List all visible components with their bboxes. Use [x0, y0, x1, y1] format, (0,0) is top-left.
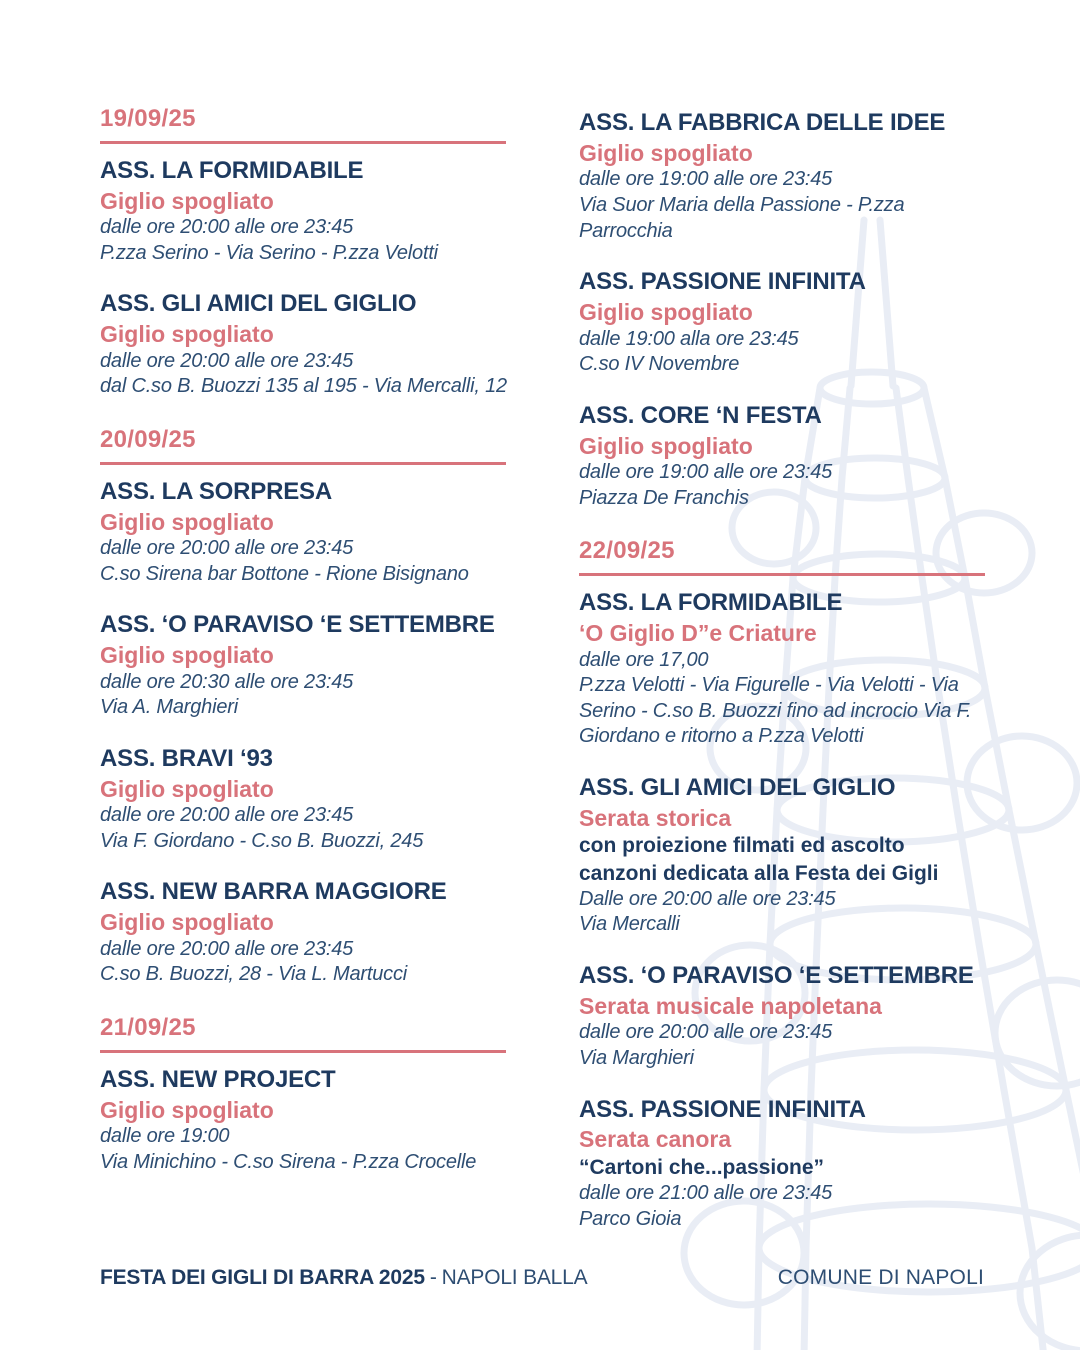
event-detail-line: Giordano e ritorno a P.zza Velotti — [579, 725, 864, 748]
event-detail-line: Via Minichino - C.so Sirena - P.zza Croc… — [100, 1150, 477, 1173]
date-underline — [100, 461, 506, 465]
event-detail-line: dalle ore 19:00 alle ore 23:45 — [579, 461, 833, 484]
festival-name: FESTA DEI GIGLI DI BARRA 2025 — [100, 1266, 425, 1289]
event-subtitle: Giglio spogliato — [579, 432, 753, 459]
event-detail-line: Via Suor Maria della Passione - P.zza — [579, 193, 905, 216]
schedule-column-2: ASS. LA FABBRICA DELLE IDEE Giglio spogli… — [579, 103, 985, 1257]
event-subtitle: Giglio spogliato — [100, 642, 274, 669]
event-title: ASS. GLI AMICI DEL GIGLIO — [100, 290, 417, 318]
event-description-line: con proiezione filmati ed ascolto — [579, 834, 905, 858]
event-title: ASS. BRAVI ‘93 — [100, 744, 273, 772]
date-underline — [579, 573, 985, 577]
event-subtitle: Giglio spogliato — [579, 298, 753, 325]
event-block: ASS. LA FABBRICA DELLE IDEE Giglio spogli… — [579, 109, 985, 244]
event-title: ASS. PASSIONE INFINITA — [579, 268, 866, 296]
footer-organizer: COMUNE DI NAPOLI — [777, 1266, 984, 1289]
event-title: ASS. LA FABBRICA DELLE IDEE — [579, 109, 946, 136]
event-block: ASS. ‘O PARAVISO ‘E SETTEMBRE Giglio spog… — [100, 611, 506, 721]
event-detail-line: Parco Gioia — [579, 1207, 682, 1230]
event-block: ASS. NEW PROJECT Giglio spogliato dalle or… — [100, 1066, 506, 1176]
event-detail-line: Via Marghieri — [579, 1047, 694, 1070]
event-detail-line: C.so IV Novembre — [579, 353, 740, 376]
event-detail-line: C.so Sirena bar Bottone - Rione Bisignan… — [100, 562, 469, 585]
event-detail-line: Via F. Giordano - C.so B. Buozzi, 245 — [100, 829, 424, 852]
event-detail-line: Via A. Marghieri — [100, 696, 238, 719]
date-label: 21/09/25 — [100, 1014, 196, 1042]
event-block: ASS. CORE ‘N FESTA Giglio spogliato dalle … — [579, 402, 985, 512]
date-header: 21/09/25 — [100, 1012, 506, 1053]
event-subtitle: Serata canora — [579, 1126, 732, 1153]
event-detail-line: Piazza De Franchis — [579, 486, 749, 509]
event-block: ASS. PASSIONE INFINITA Giglio spogliato da… — [579, 268, 985, 378]
event-title: ASS. ‘O PARAVISO ‘E SETTEMBRE — [579, 962, 974, 990]
date-header: 19/09/25 — [100, 103, 506, 144]
event-detail-line: Dalle ore 20:00 alle ore 23:45 — [579, 887, 836, 910]
event-block: ASS. NEW BARRA MAGGIORE Giglio spogliato d… — [100, 878, 506, 988]
event-block: ASS. BRAVI ‘93 Giglio spogliato dalle ore … — [100, 745, 506, 855]
event-block: ASS. ‘O PARAVISO ‘E SETTEMBRE Serata musi… — [579, 962, 985, 1072]
event-block: ASS. GLI AMICI DEL GIGLIO Giglio spogliat… — [100, 290, 507, 400]
schedule-column-1: 19/09/25 ASS. LA FORMIDABILE Giglio spogli… — [100, 103, 507, 1257]
event-subtitle: Giglio spogliato — [100, 775, 274, 802]
event-detail-line: dalle 19:00 alla ore 23:45 — [579, 327, 799, 350]
event-detail-line: Via Mercalli — [579, 913, 680, 936]
event-detail-line: P.zza Serino - Via Serino - P.zza Velott… — [100, 241, 438, 264]
date-header: 22/09/25 — [579, 535, 985, 577]
event-title: ASS. GLI AMICI DEL GIGLIO — [579, 773, 896, 801]
event-detail-line: dal C.so B. Buozzi 135 al 195 - Via Merc… — [100, 375, 507, 398]
event-description-line: “Cartoni che...passione” — [579, 1156, 825, 1180]
date-label: 19/09/25 — [100, 105, 196, 132]
event-detail-line: dalle ore 20:00 alle ore 23:45 — [100, 349, 354, 372]
event-detail-line: dalle ore 20:00 alle ore 23:45 — [100, 804, 354, 827]
event-subtitle: Giglio spogliato — [100, 1096, 274, 1123]
event-block: ASS. LA FORMIDABILE Giglio spogliato dalle… — [100, 157, 506, 267]
event-title: ASS. PASSIONE INFINITA — [579, 1095, 866, 1123]
event-detail-line: dalle ore 19:00 — [100, 1125, 230, 1148]
date-label: 22/09/25 — [579, 537, 675, 565]
event-detail-line: Serino - C.so B. Buozzi fino ad incrocio… — [579, 699, 972, 722]
footer-separator: - — [429, 1266, 437, 1289]
event-block: ASS. LA SORPRESA Giglio spogliato dalle or… — [100, 478, 506, 588]
event-detail-line: dalle ore 20:00 alle ore 23:45 — [100, 937, 354, 960]
event-subtitle: Giglio spogliato — [100, 187, 274, 214]
event-title: ASS. ‘O PARAVISO ‘E SETTEMBRE — [100, 611, 495, 639]
footer: FESTA DEI GIGLI DI BARRA 2025- NAPOLI BAL… — [100, 1266, 984, 1290]
event-detail-line: dalle ore 20:00 alle ore 23:45 — [100, 537, 354, 560]
event-subtitle: Giglio spogliato — [100, 909, 274, 936]
event-block: ASS. PASSIONE INFINITA Serata canora “Cart… — [579, 1096, 985, 1233]
event-detail-line: dalle ore 19:00 alle ore 23:45 — [579, 168, 833, 191]
event-detail-line: Parrocchia — [579, 219, 673, 242]
event-title: ASS. LA FORMIDABILE — [100, 156, 364, 184]
date-underline — [100, 1049, 506, 1053]
event-description-line: canzoni dedicata alla Festa dei Gigli — [579, 861, 939, 885]
event-title: ASS. CORE ‘N FESTA — [579, 401, 822, 429]
event-subtitle: Serata musicale napoletana — [579, 992, 882, 1019]
event-title: ASS. LA SORPRESA — [100, 477, 332, 505]
event-title: ASS. NEW BARRA MAGGIORE — [100, 878, 447, 906]
event-subtitle: Giglio spogliato — [579, 139, 753, 166]
event-detail-line: dalle ore 21:00 alle ore 23:45 — [579, 1182, 833, 1205]
event-detail-line: C.so B. Buozzi, 28 - Via L. Martucci — [100, 963, 407, 986]
date-label: 20/09/25 — [100, 425, 196, 453]
festival-edition: NAPOLI BALLA — [441, 1266, 588, 1289]
event-subtitle: ‘O Giglio D”e Criature — [579, 619, 817, 646]
footer-festival-title: FESTA DEI GIGLI DI BARRA 2025- NAPOLI BAL… — [100, 1266, 588, 1290]
event-block: ASS. LA FORMIDABILE ‘O Giglio D”e Criatur… — [579, 589, 985, 750]
event-detail-line: dalle ore 20:00 alle ore 23:45 — [579, 1021, 833, 1044]
event-subtitle: Giglio spogliato — [100, 508, 274, 535]
event-title: ASS. LA FORMIDABILE — [579, 589, 843, 617]
event-subtitle: Giglio spogliato — [100, 321, 274, 348]
event-detail-line: dalle ore 20:00 alle ore 23:45 — [100, 216, 354, 239]
event-detail-line: P.zza Velotti - Via Figurelle - Via Velo… — [579, 674, 959, 697]
event-detail-line: dalle ore 17,00 — [579, 648, 709, 671]
event-title: ASS. NEW PROJECT — [100, 1065, 336, 1093]
event-block: ASS. GLI AMICI DEL GIGLIO Serata storica c… — [579, 774, 985, 938]
event-detail-line: dalle ore 20:30 alle ore 23:45 — [100, 670, 354, 693]
date-underline — [100, 140, 506, 144]
schedule-columns: 19/09/25 ASS. LA FORMIDABILE Giglio spogli… — [100, 103, 985, 1257]
event-subtitle: Serata storica — [579, 804, 732, 831]
date-header: 20/09/25 — [100, 424, 506, 465]
